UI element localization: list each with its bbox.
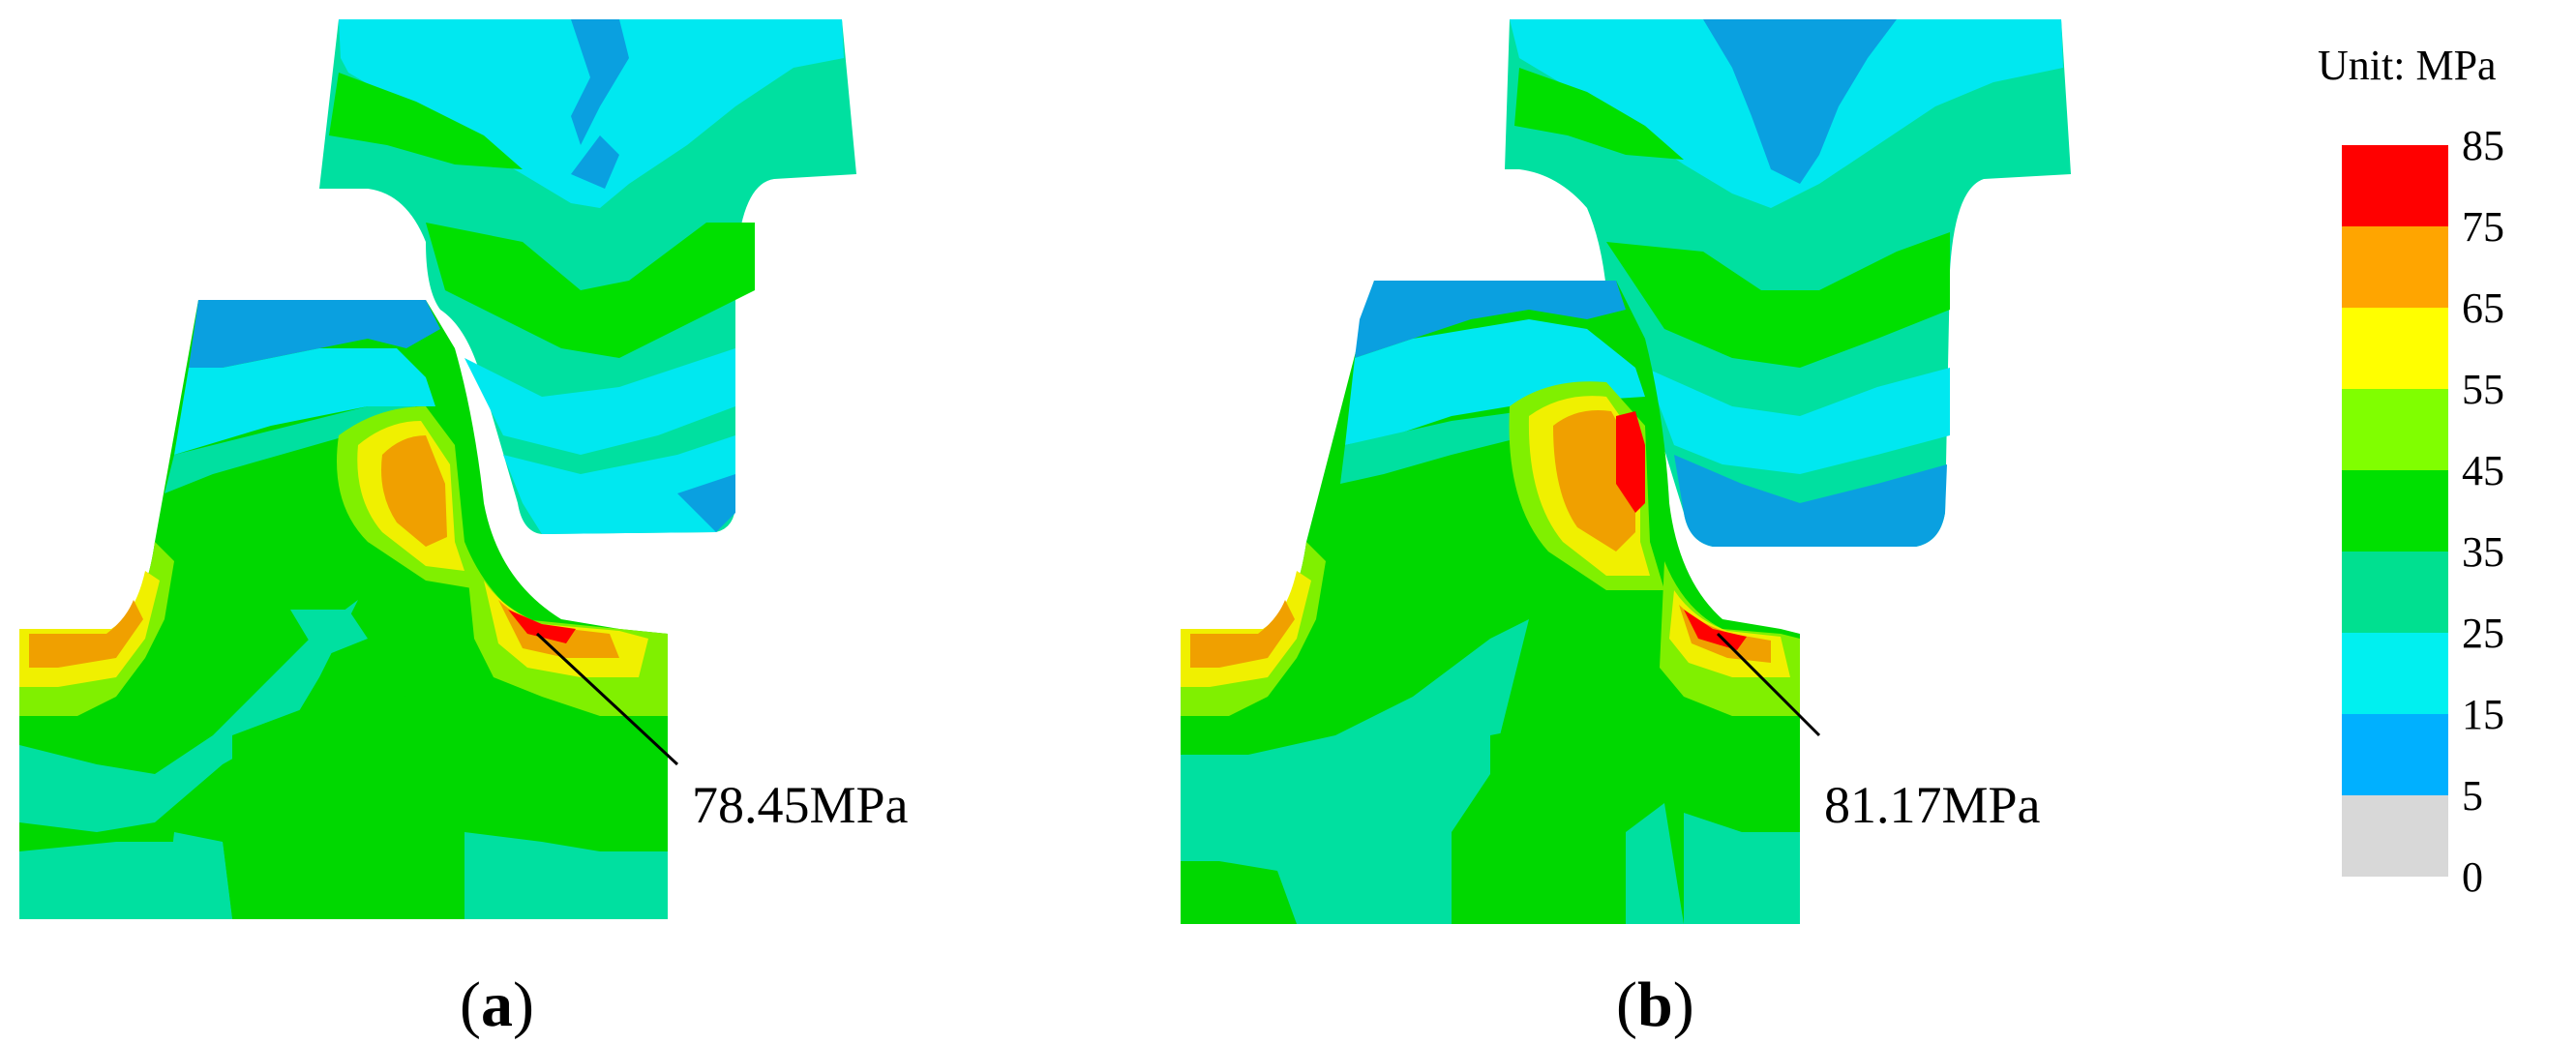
caption-b: (b) bbox=[1616, 969, 1694, 1040]
panel-a bbox=[19, 19, 856, 919]
svg-text:(a): (a) bbox=[460, 969, 534, 1040]
legend-swatch-2 bbox=[2342, 308, 2448, 389]
legend-level-15: 15 bbox=[2462, 691, 2504, 738]
legend-level-0: 0 bbox=[2462, 853, 2483, 901]
color-legend: Unit: MPa 85 75 65 55 45 35 25 15 5 0 bbox=[2318, 42, 2504, 901]
legend-swatch-7 bbox=[2342, 714, 2448, 795]
lower-gear-tooth-a bbox=[19, 300, 668, 919]
leader-line-a bbox=[535, 632, 679, 766]
legend-swatch-8 bbox=[2342, 795, 2448, 877]
caption-letter-b: b bbox=[1637, 969, 1673, 1040]
legend-level-5: 5 bbox=[2462, 772, 2483, 820]
leader-line-b bbox=[1716, 632, 1821, 737]
legend-swatch-1 bbox=[2342, 226, 2448, 308]
legend-labels: 85 75 65 55 45 35 25 15 5 0 bbox=[2462, 122, 2504, 901]
annotation-a: 78.45MPa bbox=[535, 632, 909, 834]
legend-swatch-3 bbox=[2342, 389, 2448, 470]
max-stress-label-a: 78.45MPa bbox=[692, 776, 909, 834]
legend-swatches bbox=[2342, 145, 2448, 877]
legend-level-55: 55 bbox=[2462, 366, 2504, 413]
upper-gear-tooth-a bbox=[319, 19, 856, 534]
legend-level-75: 75 bbox=[2462, 203, 2504, 251]
legend-swatch-6 bbox=[2342, 633, 2448, 714]
legend-title: Unit: MPa bbox=[2318, 42, 2497, 89]
legend-level-45: 45 bbox=[2462, 447, 2504, 494]
legend-level-85: 85 bbox=[2462, 122, 2504, 169]
upper-gear-tooth-b bbox=[1505, 19, 2071, 547]
legend-swatch-5 bbox=[2342, 552, 2448, 633]
annotation-b: 81.17MPa bbox=[1716, 632, 2041, 834]
panel-b bbox=[1181, 19, 2071, 924]
max-stress-label-b: 81.17MPa bbox=[1824, 776, 2041, 834]
lower-gear-tooth-b bbox=[1181, 281, 1800, 924]
legend-level-65: 65 bbox=[2462, 284, 2504, 332]
legend-level-25: 25 bbox=[2462, 610, 2504, 657]
legend-level-35: 35 bbox=[2462, 528, 2504, 576]
legend-swatch-0 bbox=[2342, 145, 2448, 226]
svg-text:(b): (b) bbox=[1616, 969, 1694, 1040]
caption-a: (a) bbox=[460, 969, 534, 1040]
caption-letter-a: a bbox=[481, 969, 513, 1040]
legend-swatch-4 bbox=[2342, 470, 2448, 552]
